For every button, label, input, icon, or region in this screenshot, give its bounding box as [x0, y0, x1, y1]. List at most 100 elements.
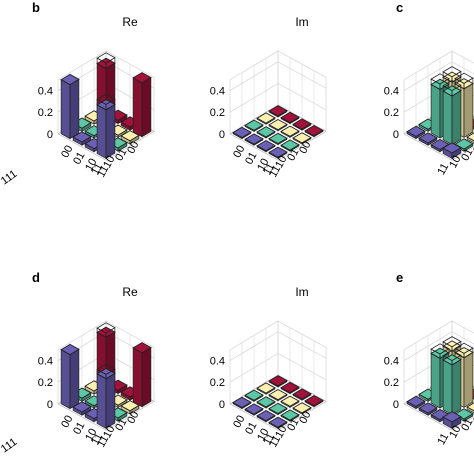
z-tick-label: 0	[219, 129, 225, 141]
z-tick-label: 0.2	[38, 107, 53, 119]
ideal-outline	[430, 343, 450, 355]
col-tick-label: 11	[95, 434, 111, 450]
z-gridline	[229, 82, 327, 113]
col-tick-label: 11	[95, 164, 111, 180]
z-tick-label: 0.2	[210, 107, 225, 119]
row-tick-label: 11	[89, 431, 105, 447]
bar-r11-c11	[96, 93, 116, 160]
floor	[229, 104, 327, 161]
z-tick-label: 0.2	[38, 377, 53, 389]
row-tick-label: 11	[435, 161, 451, 177]
bar-r10-c01	[256, 126, 276, 139]
bar-r11-c11	[96, 363, 116, 430]
bar-r01-c10	[280, 395, 300, 409]
panel-letter: d	[32, 270, 40, 285]
panel-letter: b	[32, 0, 40, 15]
row-tick-label: 00	[471, 139, 474, 155]
col-tick-label: 01	[71, 150, 87, 166]
z-tick-label: 0.4	[210, 86, 225, 98]
panel-letter: e	[396, 270, 403, 285]
z-gridline	[229, 61, 327, 91]
row-tick-label: 01	[459, 147, 474, 163]
bar-r11-c10	[256, 139, 276, 153]
ideal-outline	[442, 349, 462, 362]
bar-r10-c00	[244, 119, 264, 133]
col-tick-label: 00	[231, 143, 247, 159]
row-tick-label: 01	[285, 147, 301, 163]
bar-r10-c10	[268, 132, 288, 146]
col-tick-label: 00	[59, 413, 75, 429]
ideal-outline	[454, 342, 474, 354]
bar-r00-c00	[268, 105, 288, 118]
col-tick-label: 10	[255, 427, 271, 443]
row-tick-label: 01	[285, 417, 301, 433]
bar-r00-c10	[292, 118, 312, 131]
col-tick-label: 01	[71, 420, 87, 436]
row-tick-label: 10	[101, 424, 117, 440]
bar-r00-c01	[280, 381, 300, 395]
bar-r11-c01	[244, 403, 264, 416]
col-tick-label: 11	[267, 164, 283, 180]
row-tick-label: 00	[125, 409, 141, 425]
col-tick-label: 00	[231, 413, 247, 429]
bar-r10-c10	[268, 402, 288, 416]
bar-r11-c10	[256, 409, 276, 423]
row-tick-label: 01	[113, 147, 129, 163]
bar-r11-cc1	[418, 132, 438, 146]
col-tick-label: 11	[267, 434, 283, 450]
ideal-outline	[430, 73, 450, 85]
bar-r11-c00	[60, 73, 80, 140]
bar-r00-c11	[132, 72, 152, 138]
bar-r10-c00	[244, 389, 264, 403]
ideal-outline	[442, 66, 462, 78]
axis-tick-fragment: 111	[0, 168, 19, 187]
bar-r01-c11	[292, 132, 312, 145]
bar-r01-c00	[256, 112, 276, 125]
z-tick-label: 0.4	[38, 86, 53, 98]
z-tick-label: 0.2	[210, 377, 225, 389]
row-tick-label: 00	[297, 139, 313, 155]
row-tick-label: 00	[297, 409, 313, 425]
subplot-title: Im	[295, 15, 308, 29]
row-tick-label: 10	[101, 154, 117, 170]
row-tick-label: 11	[261, 161, 277, 177]
bar-r01-c11	[120, 130, 140, 145]
bar-r00-c11	[304, 394, 324, 408]
ideal-outline	[96, 93, 116, 105]
bar-r11-c00	[60, 343, 80, 410]
subplot-title: Im	[295, 285, 308, 299]
z-tick-label: 0	[47, 399, 53, 411]
bar-r01-c10	[280, 125, 300, 139]
bar-r11-c11	[268, 416, 288, 430]
bar-r00-c00	[268, 375, 288, 388]
row-tick-label: 10	[447, 154, 463, 170]
bar-r10-c11	[280, 409, 300, 422]
row-tick-label: 10	[447, 424, 463, 440]
bar-r00-c10	[292, 388, 312, 401]
bar-r11-cc0	[406, 125, 426, 140]
bar-r01-c00	[256, 382, 276, 395]
ideal-outline	[442, 336, 462, 348]
z-tick-label: 0	[393, 129, 399, 141]
bar-r00-c11	[132, 342, 152, 408]
subplot-title: Re	[122, 15, 138, 29]
bar-r10-c01	[256, 396, 276, 409]
subplot-title: Re	[122, 285, 138, 299]
axis-tick-fragment: 111	[0, 436, 19, 455]
z-tick-label: 0.4	[384, 86, 399, 98]
row-tick-label: 00	[125, 139, 141, 155]
bar-r01-c01	[268, 118, 288, 132]
ideal-outline	[96, 52, 116, 64]
row-tick-label: 11	[435, 431, 451, 447]
ideal-outline	[454, 72, 474, 84]
row-tick-label: 00	[471, 409, 474, 425]
bar-r01-cc3	[466, 402, 474, 414]
row-tick-label: 11	[261, 431, 277, 447]
z-tick-label: 0.4	[38, 356, 53, 368]
bar-r11-cc0	[406, 395, 426, 410]
bar-r11-cc3	[442, 142, 462, 160]
